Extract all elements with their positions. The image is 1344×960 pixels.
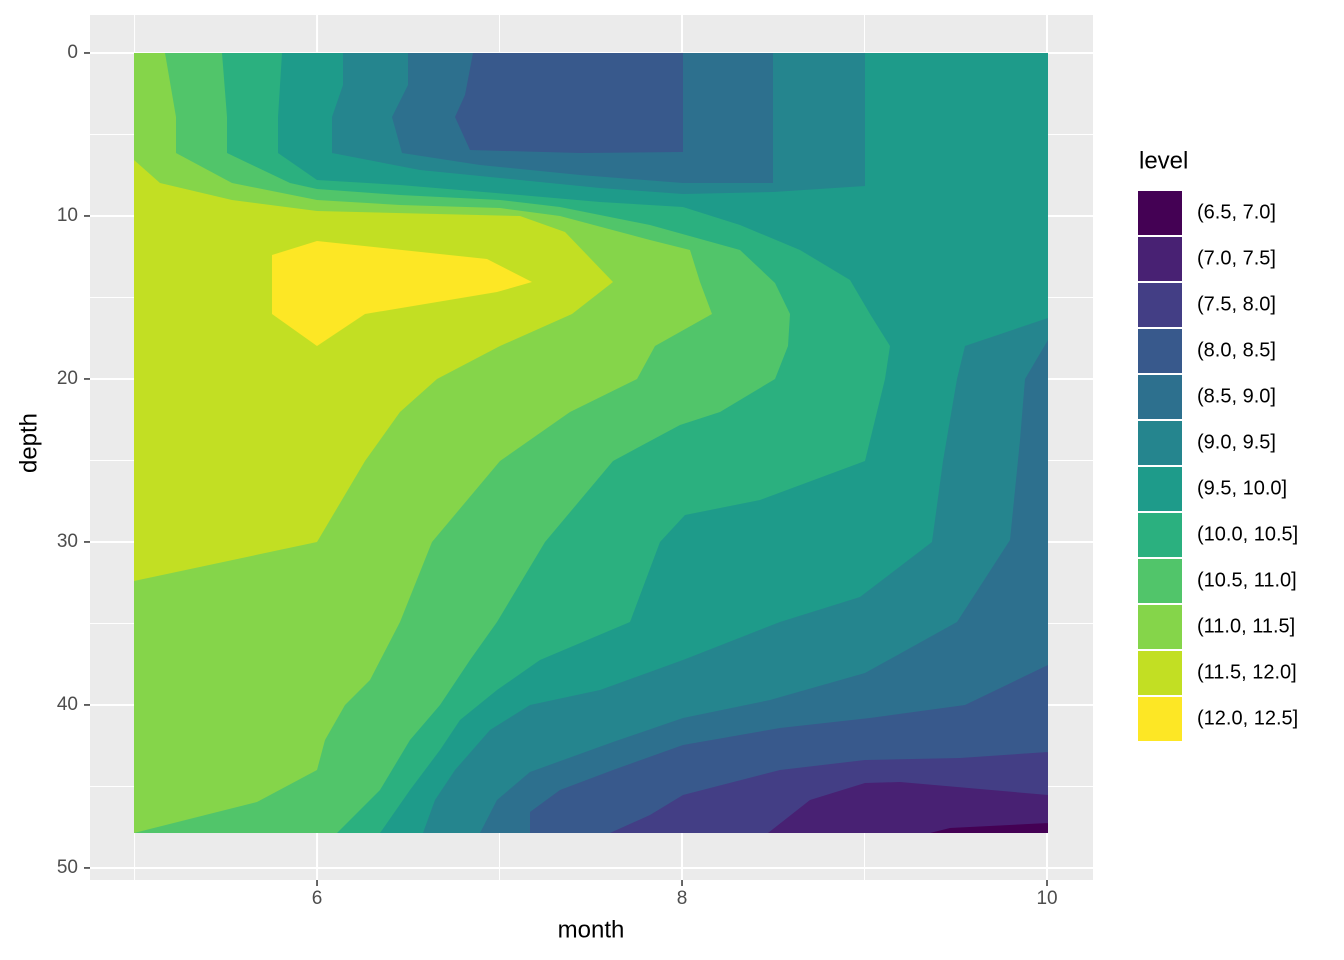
legend-key [1136,327,1184,375]
legend-label: (7.5, 8.0] [1197,293,1276,315]
legend-key [1136,235,1184,283]
legend-key [1136,695,1184,743]
y-tick-label: 20 [57,368,78,389]
legend-key [1136,511,1184,559]
x-tick-label: 8 [677,888,688,909]
legend-key [1136,557,1184,605]
legend-label: (12.0, 12.5] [1197,707,1298,729]
legend-key [1136,373,1184,421]
legend-key [1136,603,1184,651]
contour-band [272,241,532,346]
legend: (6.5, 7.0] (7.0, 7.5] (7.5, 8.0] (8.0, 8.5]… [1136,189,1298,743]
legend-key [1136,419,1184,467]
legend-label: (6.5, 7.0] [1197,201,1276,223]
legend-key [1136,649,1184,697]
y-tick-label: 0 [67,42,78,63]
y-tick-label: 40 [57,694,78,715]
legend-label: (7.0, 7.5] [1197,247,1276,269]
x-axis-title: month [558,916,625,943]
legend-label: (10.0, 10.5] [1197,523,1298,545]
x-tick-label: 6 [312,888,323,909]
legend-label: (8.5, 9.0] [1197,385,1276,407]
legend-label: (9.5, 10.0] [1197,477,1287,499]
legend-key [1136,465,1184,513]
legend-label: (11.5, 12.0] [1197,661,1297,683]
legend-key [1136,189,1184,237]
y-tick-label: 50 [57,857,78,878]
legend-label: (11.0, 11.5] [1197,615,1295,637]
contours [134,53,1048,833]
legend-label: (10.5, 11.0] [1197,569,1297,591]
y-tick-label: 10 [57,205,78,226]
y-axis-title: depth [15,413,42,473]
legend-key [1136,281,1184,329]
legend-label: (9.0, 9.5] [1197,431,1276,453]
y-tick-label: 30 [57,531,78,552]
x-tick-label: 10 [1036,888,1057,909]
legend-label: (8.0, 8.5] [1197,339,1276,361]
legend-title: level [1139,147,1188,174]
